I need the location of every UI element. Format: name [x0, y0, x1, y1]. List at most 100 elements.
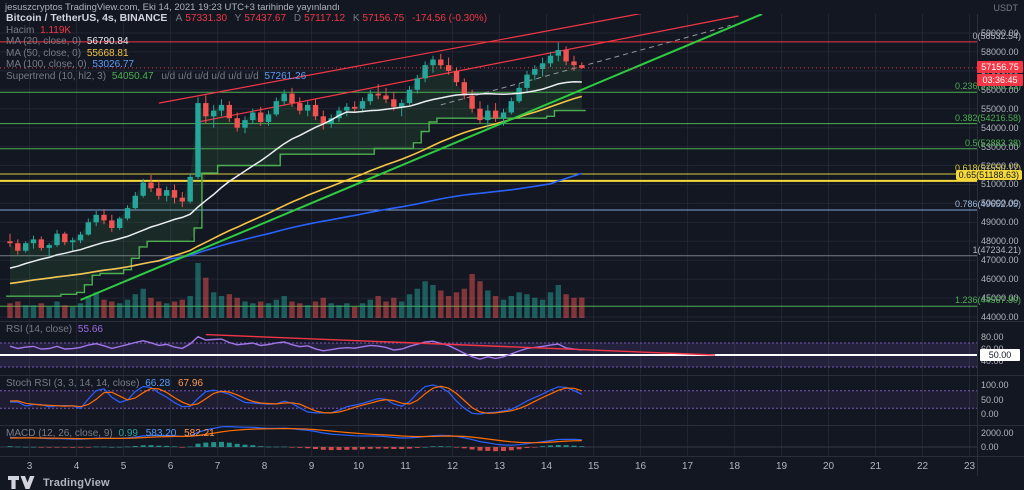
volume-bar: [391, 297, 397, 318]
volume-bar: [297, 303, 303, 318]
volume-bar: [273, 299, 279, 318]
candle-body: [539, 63, 546, 69]
supertrend-legend-row[interactable]: Supertrend (10, hl2, 3) 54050.47 u/d u/d…: [6, 71, 492, 83]
candle-countdown-badge: 03:36:45: [977, 74, 1023, 86]
rsi-legend-row[interactable]: RSI (14, close) 55.66: [6, 324, 108, 335]
stoch-d-value: 67.96: [178, 378, 204, 389]
volume-bar: [242, 301, 248, 318]
candle-body: [171, 190, 178, 198]
macd-histogram-bar: [305, 447, 311, 449]
candle-body: [320, 116, 326, 124]
volume-bar: [477, 281, 483, 318]
candle-body: [281, 93, 287, 102]
candle-body: [344, 106, 350, 111]
macd-histogram-bar: [336, 447, 342, 450]
channel-upper[interactable]: [158, 3, 700, 104]
candle-body: [453, 70, 460, 83]
macd-histogram-bar: [422, 447, 428, 448]
macd-histogram-bar: [399, 447, 405, 449]
volume-bar: [571, 297, 577, 318]
candle-body: [406, 89, 413, 104]
macd-signal-value: 582.21: [184, 428, 215, 439]
volume-bar: [132, 294, 138, 318]
axis-unit-label: USDT: [993, 3, 1019, 13]
macd-signal-line: [10, 428, 582, 444]
current-price-badge: 57156.75: [977, 61, 1023, 73]
macd-histogram-bar: [62, 447, 68, 448]
candle-body: [477, 108, 483, 121]
rsi-line: [9, 335, 582, 360]
volume-bar: [30, 305, 37, 318]
macd-histogram-bar: [516, 447, 522, 450]
candle-body: [187, 176, 193, 202]
candle-body: [250, 112, 256, 121]
volume-bar: [124, 299, 131, 318]
ma20-legend-row[interactable]: MA (20, close, 0) 56790.84: [6, 36, 492, 48]
volume-legend-row[interactable]: Hacim 1.119K: [6, 25, 492, 37]
rsi-value: 55.66: [77, 324, 103, 335]
macd-histogram-bar: [313, 447, 318, 449]
supertrend-value-2: 57261.26: [264, 70, 307, 82]
ma20-line: [9, 81, 582, 269]
volume-bar: [117, 303, 123, 318]
volume-bar: [445, 296, 452, 318]
macd-histogram-bar: [187, 446, 193, 448]
volume-bar: [352, 307, 358, 318]
candle-body: [367, 93, 373, 102]
macd-histogram-bar: [391, 447, 397, 449]
candle-body: [422, 65, 428, 79]
candle-body: [226, 104, 232, 119]
candle-body: [555, 50, 561, 56]
ma100-legend-row[interactable]: MA (100, close, 0) 53026.77: [6, 59, 492, 71]
tradingview-brand-text[interactable]: TradingView: [43, 476, 110, 489]
macd-hist-value: 0.99: [118, 428, 138, 439]
candle-body: [438, 59, 444, 66]
support-trendline[interactable]: [80, 14, 763, 301]
candle-body: [15, 243, 21, 251]
macd-histogram-bar: [172, 446, 177, 447]
macd-histogram-bar: [563, 445, 569, 447]
macd-histogram-bar: [125, 446, 130, 448]
close-label: K: [352, 13, 360, 24]
candle-body: [414, 78, 420, 90]
ma50-legend-row[interactable]: MA (50, close, 0) 55668.81: [6, 48, 492, 60]
macd-histogram-bar: [469, 447, 475, 450]
tradingview-logo-icon[interactable]: [8, 476, 38, 489]
volume-bar: [171, 301, 178, 318]
macd-histogram-bar: [461, 447, 467, 449]
volume-bar: [187, 296, 193, 318]
volume-bar: [38, 303, 44, 318]
volume-bar: [195, 263, 201, 318]
symbol-legend-row[interactable]: Bitcoin / TetherUS, 4s, BINANCE A 57331.3…: [6, 12, 492, 25]
volume-bar: [281, 296, 287, 318]
macd-histogram-bar: [93, 446, 99, 448]
volume-bar: [532, 297, 538, 318]
candle-body: [258, 112, 264, 122]
volume-bar: [336, 305, 342, 318]
channel-lower[interactable]: [197, 15, 739, 123]
stoch-legend-row[interactable]: Stoch RSI (3, 3, 14, 14, close) 66.28 67…: [6, 378, 208, 389]
volume-bar: [312, 301, 319, 318]
volume-bar: [492, 296, 499, 318]
volume-bar: [15, 301, 21, 318]
macd-histogram-bar: [23, 446, 29, 448]
volume-bar: [438, 290, 444, 318]
macd-histogram-bar: [164, 445, 170, 447]
macd-histogram-bar: [532, 447, 538, 448]
candle-body: [273, 101, 279, 115]
candle-body: [23, 243, 29, 251]
open-value: 57331.30: [185, 13, 228, 24]
macd-histogram-bar: [7, 446, 13, 447]
volume-bar: [500, 299, 507, 318]
macd-histogram-bar: [446, 446, 452, 448]
macd-histogram-bar: [38, 447, 44, 448]
macd-legend-row[interactable]: MACD (12, 26, close, 9) 0.99 583.20 582.…: [6, 428, 220, 439]
macd-histogram-bar: [438, 446, 444, 447]
rsi-trendline[interactable]: [205, 333, 716, 356]
macd-histogram-bar: [132, 446, 138, 447]
macd-histogram-bar: [15, 446, 21, 448]
volume-bar: [109, 301, 115, 318]
volume-bar: [516, 292, 522, 318]
